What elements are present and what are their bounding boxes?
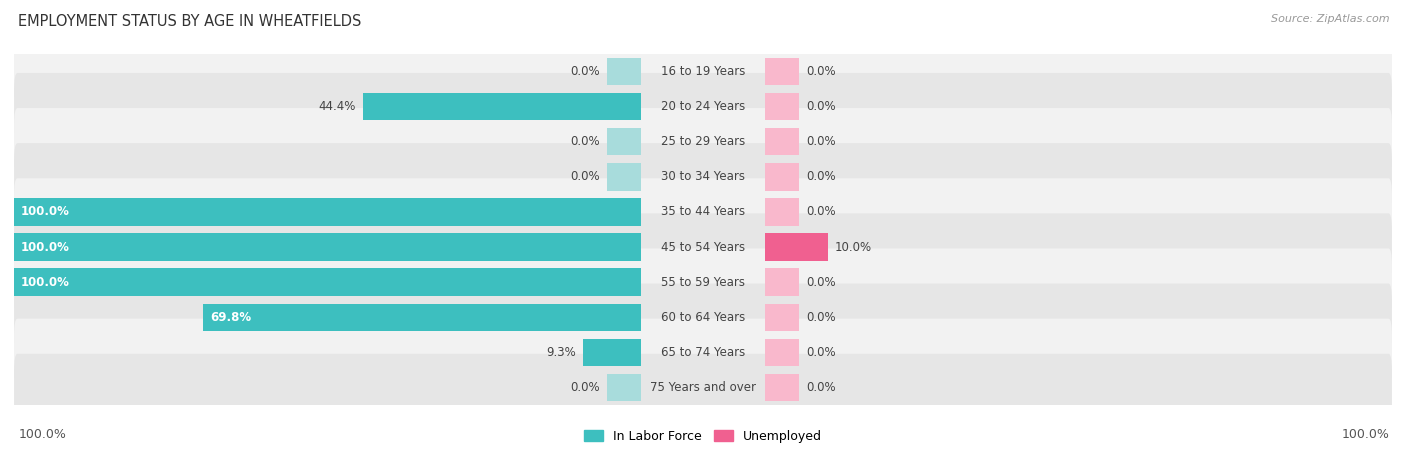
Bar: [765, 339, 800, 366]
Bar: [606, 58, 641, 85]
Bar: [765, 58, 800, 85]
Bar: [204, 304, 641, 331]
Bar: [14, 234, 641, 261]
Legend: In Labor Force, Unemployed: In Labor Force, Unemployed: [579, 425, 827, 448]
Text: 75 Years and over: 75 Years and over: [650, 381, 756, 394]
FancyBboxPatch shape: [14, 143, 1392, 211]
Bar: [765, 269, 800, 296]
Text: 30 to 34 Years: 30 to 34 Years: [661, 171, 745, 183]
Bar: [765, 304, 800, 331]
Text: 0.0%: 0.0%: [569, 135, 599, 148]
Text: 0.0%: 0.0%: [807, 171, 837, 183]
Text: 55 to 59 Years: 55 to 59 Years: [661, 276, 745, 288]
Text: 0.0%: 0.0%: [807, 346, 837, 359]
Bar: [14, 198, 641, 225]
FancyBboxPatch shape: [14, 248, 1392, 316]
Text: 20 to 24 Years: 20 to 24 Years: [661, 100, 745, 113]
FancyBboxPatch shape: [14, 73, 1392, 140]
Text: 65 to 74 Years: 65 to 74 Years: [661, 346, 745, 359]
Bar: [606, 163, 641, 190]
Text: 60 to 64 Years: 60 to 64 Years: [661, 311, 745, 324]
Text: Source: ZipAtlas.com: Source: ZipAtlas.com: [1271, 14, 1389, 23]
FancyBboxPatch shape: [14, 213, 1392, 281]
Text: 0.0%: 0.0%: [807, 65, 837, 78]
Bar: [765, 234, 828, 261]
Text: 0.0%: 0.0%: [807, 100, 837, 113]
FancyBboxPatch shape: [14, 108, 1392, 176]
Text: 35 to 44 Years: 35 to 44 Years: [661, 206, 745, 218]
Text: 44.4%: 44.4%: [318, 100, 356, 113]
Bar: [363, 93, 641, 120]
Bar: [582, 339, 641, 366]
Text: 0.0%: 0.0%: [807, 381, 837, 394]
Text: 0.0%: 0.0%: [807, 311, 837, 324]
Bar: [765, 198, 800, 225]
Text: 100.0%: 100.0%: [18, 428, 66, 441]
Text: 100.0%: 100.0%: [1341, 428, 1389, 441]
Text: 100.0%: 100.0%: [21, 241, 70, 253]
Text: 10.0%: 10.0%: [835, 241, 872, 253]
Bar: [14, 269, 641, 296]
Text: 0.0%: 0.0%: [569, 381, 599, 394]
Text: 0.0%: 0.0%: [807, 135, 837, 148]
Bar: [765, 163, 800, 190]
FancyBboxPatch shape: [14, 178, 1392, 246]
Text: 0.0%: 0.0%: [807, 206, 837, 218]
FancyBboxPatch shape: [14, 38, 1392, 105]
FancyBboxPatch shape: [14, 354, 1392, 421]
FancyBboxPatch shape: [14, 284, 1392, 351]
Bar: [765, 93, 800, 120]
Bar: [765, 128, 800, 155]
Text: 9.3%: 9.3%: [546, 346, 576, 359]
Text: EMPLOYMENT STATUS BY AGE IN WHEATFIELDS: EMPLOYMENT STATUS BY AGE IN WHEATFIELDS: [18, 14, 361, 28]
Bar: [606, 128, 641, 155]
Text: 25 to 29 Years: 25 to 29 Years: [661, 135, 745, 148]
Text: 69.8%: 69.8%: [211, 311, 252, 324]
Text: 0.0%: 0.0%: [807, 276, 837, 288]
Text: 100.0%: 100.0%: [21, 276, 70, 288]
Text: 0.0%: 0.0%: [569, 65, 599, 78]
Text: 16 to 19 Years: 16 to 19 Years: [661, 65, 745, 78]
Bar: [765, 374, 800, 401]
Bar: [606, 374, 641, 401]
Text: 45 to 54 Years: 45 to 54 Years: [661, 241, 745, 253]
FancyBboxPatch shape: [14, 319, 1392, 386]
Text: 0.0%: 0.0%: [569, 171, 599, 183]
Text: 100.0%: 100.0%: [21, 206, 70, 218]
